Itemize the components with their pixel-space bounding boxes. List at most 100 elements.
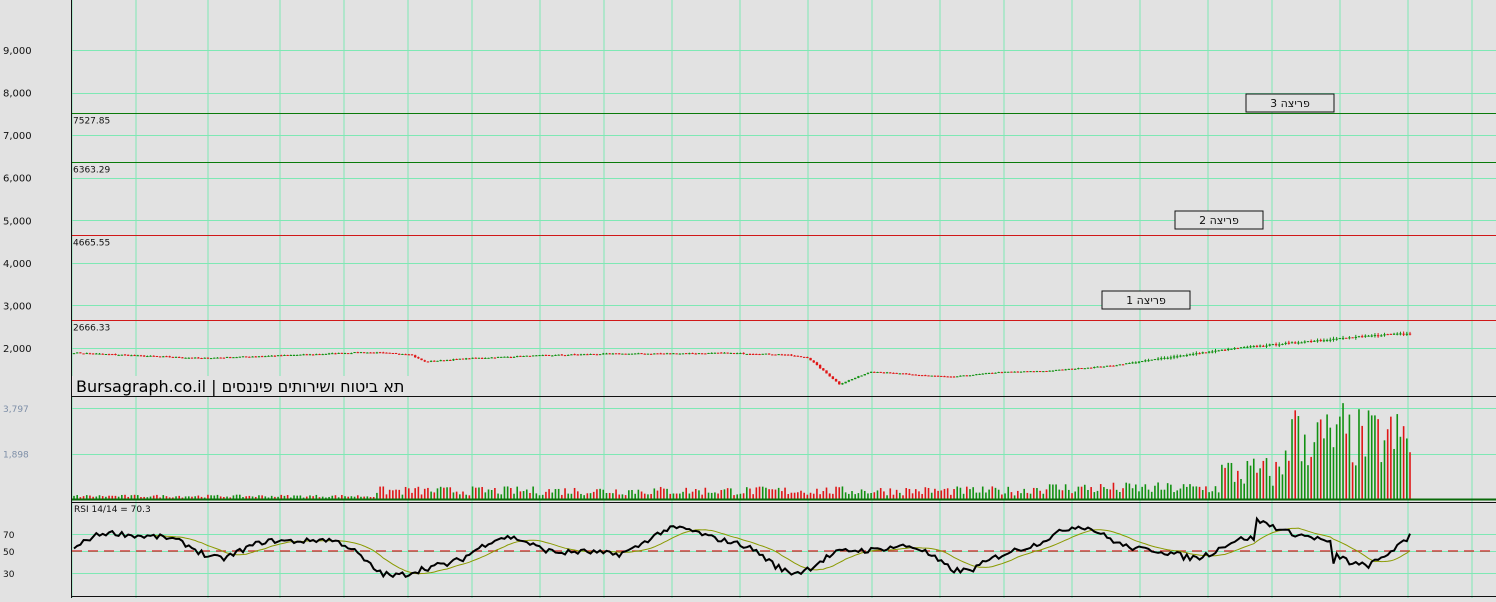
volume-bar (752, 494, 754, 499)
chart-grid (72, 0, 1496, 598)
volume-bar (602, 490, 604, 499)
volume-bar (1189, 484, 1191, 499)
volume-bar (395, 490, 397, 499)
candle-body (427, 361, 429, 362)
candle-body (239, 357, 241, 358)
volume-bar (1186, 487, 1188, 499)
volume-bar (963, 494, 965, 499)
volume-bar (771, 489, 773, 499)
candle-body (334, 353, 336, 354)
candle-body (1087, 368, 1089, 369)
candle-body (487, 358, 489, 359)
volume-bar (472, 486, 474, 499)
volume-bar (1071, 493, 1073, 499)
candle-body (746, 354, 748, 355)
volume-bar (1145, 484, 1147, 499)
candle-body (471, 358, 473, 359)
candle-body (1291, 342, 1293, 343)
candle-body (851, 379, 853, 380)
volume-bar (526, 490, 528, 499)
candle-body (1339, 338, 1341, 339)
volume-bar (988, 490, 990, 499)
candle-body (133, 355, 135, 356)
volume-bar (1212, 491, 1214, 499)
volume-bar (838, 487, 840, 499)
candle-body (1243, 347, 1245, 348)
candle-body (1154, 359, 1156, 360)
candle-body (388, 353, 390, 354)
candle-body (1055, 370, 1057, 371)
candle-body (637, 353, 639, 354)
volume-bar (574, 488, 576, 499)
volume-bar (609, 493, 611, 499)
volume-bar (1004, 493, 1006, 499)
candle-body (117, 355, 119, 356)
candle-body (535, 355, 537, 356)
volume-bar (1278, 467, 1280, 499)
volume-bar (765, 488, 767, 499)
candle-body (876, 372, 878, 373)
candle-body (506, 357, 508, 358)
candle-body (934, 376, 936, 377)
candle-body (1323, 340, 1325, 341)
volume-bar (162, 495, 164, 499)
candle-body (867, 373, 869, 374)
candle-body (1001, 372, 1003, 373)
candle-body (264, 356, 266, 357)
rsi-title: RSI 14/14 = 70.3 (74, 505, 151, 515)
candle-body (1269, 344, 1271, 345)
candle-body (911, 374, 913, 375)
volume-bar (99, 495, 101, 499)
candle-body (1176, 356, 1178, 357)
candle-body (1045, 371, 1047, 372)
candle-body (1396, 334, 1398, 335)
volume-bar (912, 493, 914, 499)
volume-bar (300, 495, 302, 499)
volume-bar (756, 487, 758, 499)
candle-body (739, 353, 741, 354)
candle-body (443, 360, 445, 361)
candle-body (513, 357, 515, 358)
volume-bar (1103, 487, 1105, 499)
volume-bar (510, 488, 512, 499)
volume-bar (886, 495, 888, 499)
volume-bar (733, 495, 735, 499)
candle-body (1377, 335, 1379, 336)
candle-body (1020, 372, 1022, 373)
volume-bar (689, 494, 691, 499)
volume-bar (430, 492, 432, 499)
candle-body (1026, 371, 1028, 372)
candle-body (1109, 366, 1111, 367)
volume-bar (1231, 463, 1233, 499)
volume-bar (408, 488, 410, 499)
volume-bar (1215, 486, 1217, 499)
volume-bar (791, 493, 793, 499)
volume-bar (650, 494, 652, 499)
candle-body (156, 356, 158, 357)
volume-bar (1396, 414, 1398, 499)
volume-bar (851, 491, 853, 499)
volume-bar (1039, 491, 1041, 499)
volume-bar (928, 488, 930, 499)
volume-bar (660, 487, 662, 499)
volume-bar (571, 494, 573, 499)
candle-body (1281, 344, 1283, 345)
candle-body (663, 353, 665, 354)
volume-bar (1256, 473, 1258, 499)
volume-bar (478, 487, 480, 499)
volume-bar (995, 488, 997, 499)
candle-body (797, 356, 799, 357)
candle-body (223, 358, 225, 359)
candle-body (1217, 350, 1219, 351)
volume-bar (421, 494, 423, 499)
candle-body (475, 358, 477, 359)
volume-bar (874, 492, 876, 499)
volume-bar (1157, 482, 1159, 499)
candle-body (89, 353, 91, 354)
volume-bar (768, 489, 770, 499)
volume-bar (1275, 462, 1277, 499)
candle-body (146, 356, 148, 357)
candle-body (809, 358, 811, 360)
volume-bar (1329, 428, 1331, 499)
volume-bar (685, 488, 687, 499)
